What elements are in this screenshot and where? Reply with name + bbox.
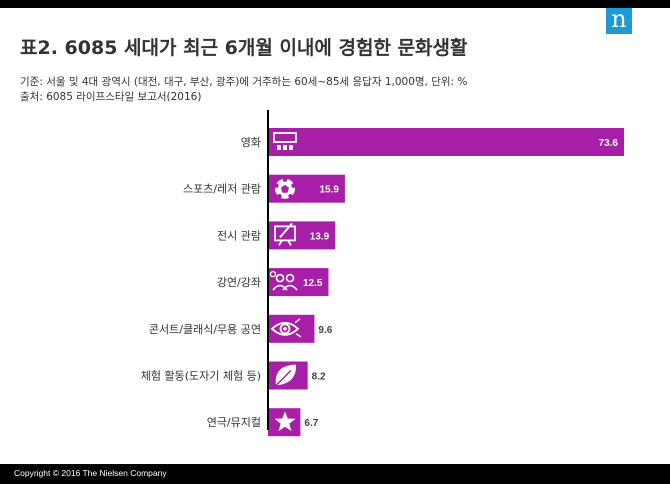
top-bar — [0, 0, 670, 8]
bar — [268, 128, 624, 156]
value-label: 15.9 — [319, 185, 339, 196]
nielsen-logo: n — [606, 7, 632, 34]
audience-icon — [269, 270, 298, 291]
category-label: 연극/뮤지컬 — [207, 416, 261, 429]
category-label: 전시 관람 — [217, 229, 261, 242]
footer-bar: Copyright © 2016 The Nielsen Company — [0, 464, 670, 484]
value-label: 9.6 — [318, 325, 332, 336]
category-label: 강연/강좌 — [217, 276, 261, 289]
bar — [268, 314, 315, 343]
category-label: 스포츠/레저 관람 — [183, 183, 261, 196]
star-icon — [274, 411, 296, 432]
value-label: 73.6 — [599, 138, 619, 149]
easel-icon — [274, 222, 296, 246]
page-title: 표2. 6085 세대가 최근 6개월 이내에 경험한 문화생활 — [20, 37, 468, 59]
value-label: 6.7 — [304, 418, 318, 429]
category-label: 콘서트/클래식/무용 공연 — [149, 323, 261, 336]
copyright-text: Copyright © 2016 The Nielsen Company — [14, 468, 167, 478]
subtitle-basis: 기준: 서울 및 4대 광역시 (대전, 대구, 부산, 광주)에 거주하는 6… — [20, 76, 468, 88]
category-label: 영화 — [241, 136, 261, 149]
value-label: 12.5 — [303, 278, 323, 289]
subtitle-source: 출처: 6085 라이프스타일 보고서(2016) — [20, 91, 202, 103]
value-label: 8.2 — [312, 372, 326, 383]
value-label: 13.9 — [310, 231, 330, 242]
theater-icon — [273, 132, 297, 150]
bar — [268, 268, 329, 297]
soccer-ball-icon — [274, 177, 296, 199]
category-label: 체험 활동(도자기 체험 등) — [141, 369, 261, 383]
eye-icon — [270, 318, 302, 338]
leaf-icon — [275, 364, 297, 386]
